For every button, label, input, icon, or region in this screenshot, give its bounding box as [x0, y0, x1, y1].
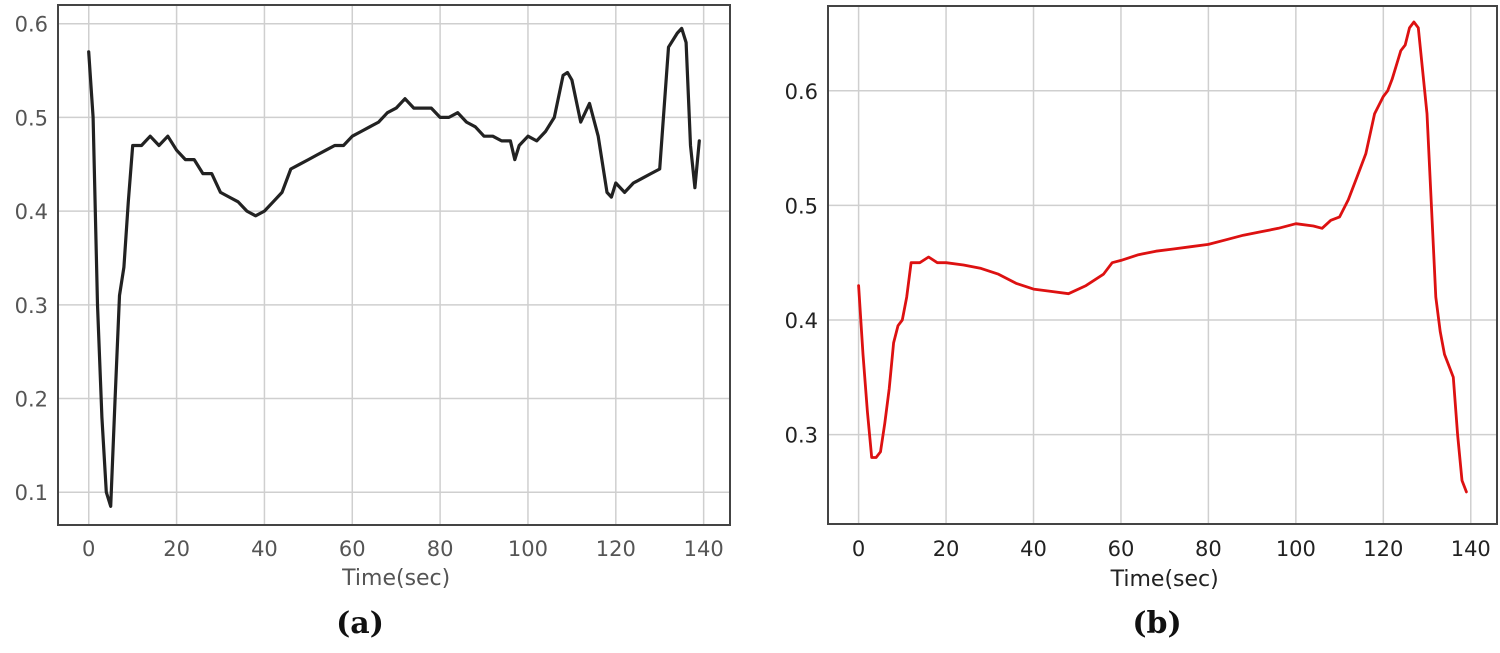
plot-area [828, 6, 1497, 524]
y-axis-ticks: 0.1 0.2 0.3 0.4 0.5 0.6 [15, 13, 48, 505]
gridlines [58, 5, 730, 525]
chart-panel-b: 0 20 40 60 80 100 120 140 0.3 0.4 0.5 0.6 Time(sec) (… [750, 0, 1500, 649]
data-line-series-b [857, 20, 1468, 494]
y-axis-ticks: 0.3 0.4 0.5 0.6 [785, 80, 818, 448]
x-axis-ticks: 0 20 40 60 80 100 120 140 [82, 537, 724, 561]
y-tick-label: 0.2 [15, 388, 48, 412]
x-tick-label: 140 [1451, 537, 1491, 561]
x-axis-label: Time(sec) [1110, 567, 1219, 592]
x-tick-label: 80 [427, 537, 454, 561]
line-chart-a: 0 20 40 60 80 100 120 140 0.1 0.2 0.3 0.4 0.5 0.6 Time… [15, 4, 731, 641]
x-tick-label: 80 [1195, 537, 1222, 561]
y-tick-label: 0.4 [15, 200, 48, 224]
x-tick-label: 60 [1108, 537, 1135, 561]
y-tick-label: 0.5 [15, 106, 48, 130]
chart-panel-a: 0 20 40 60 80 100 120 140 0.1 0.2 0.3 0.4 0.5 0.6 Time… [0, 0, 750, 649]
x-tick-label: 100 [508, 537, 548, 561]
plot-frame [57, 4, 731, 526]
x-axis-label: Time(sec) [341, 566, 450, 591]
x-tick-label: 20 [933, 537, 960, 561]
x-tick-label: 0 [82, 537, 95, 561]
panel-caption: (a) [336, 606, 384, 641]
x-tick-label: 20 [163, 537, 190, 561]
y-tick-label: 0.6 [785, 80, 818, 104]
x-tick-label: 60 [339, 537, 366, 561]
data-line-series-a [87, 26, 701, 508]
panel-caption: (b) [1132, 606, 1181, 641]
y-tick-label: 0.5 [785, 194, 818, 218]
x-tick-label: 140 [684, 537, 724, 561]
x-tick-label: 120 [1363, 537, 1403, 561]
x-axis-ticks: 0 20 40 60 80 100 120 140 [852, 537, 1491, 561]
y-tick-label: 0.4 [785, 309, 818, 333]
line-chart-b: 0 20 40 60 80 100 120 140 0.3 0.4 0.5 0.6 Time(sec) (… [785, 5, 1498, 641]
y-tick-label: 0.3 [15, 294, 48, 318]
x-tick-label: 120 [596, 537, 636, 561]
x-tick-label: 100 [1276, 537, 1316, 561]
x-tick-label: 40 [251, 537, 278, 561]
y-tick-label: 0.3 [785, 424, 818, 448]
plot-area [58, 5, 730, 525]
y-tick-label: 0.6 [15, 13, 48, 37]
y-tick-label: 0.1 [15, 481, 48, 505]
x-tick-label: 40 [1020, 537, 1047, 561]
x-tick-label: 0 [852, 537, 865, 561]
gridlines [828, 6, 1497, 524]
plot-frame [827, 5, 1498, 525]
